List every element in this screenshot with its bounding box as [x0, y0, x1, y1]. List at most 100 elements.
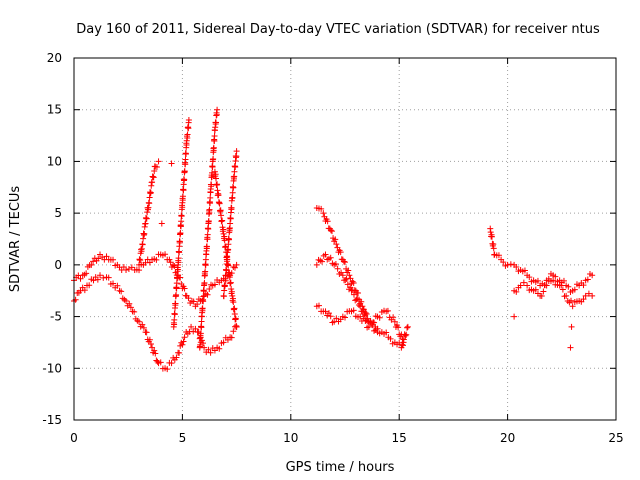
data-point-0-4-1: [100, 274, 107, 281]
data-point-11-8: [563, 292, 570, 299]
data-point-6-4-7: [231, 310, 238, 317]
data-point-0-2-1: [86, 282, 93, 289]
data-point-8-3: [339, 272, 346, 279]
data-point-7-5-3: [349, 278, 356, 285]
data-point-0-10: [136, 318, 143, 325]
y-tick-label-4: 5: [54, 206, 62, 220]
data-point-11-11: [582, 292, 589, 299]
data-point-10-0-4: [488, 233, 495, 240]
data-point-9-8-4: [390, 314, 397, 321]
data-point-11-7-1: [558, 282, 565, 289]
data-point-0-8-3: [127, 304, 134, 311]
data-point-0-23: [220, 339, 227, 346]
data-point-0-18-2: [192, 325, 199, 332]
y-axis-label: SDTVAR / TECUs: [8, 186, 23, 293]
data-point-10-3-1: [507, 261, 514, 268]
data-point-3-4-10: [181, 176, 188, 183]
data-point-7-5-4: [350, 280, 357, 287]
data-point-4-8: [214, 106, 221, 113]
data-point-6-2-7: [223, 249, 230, 256]
data-point-3-5-5: [182, 156, 189, 163]
data-point-3-2-6: [176, 249, 183, 256]
data-point-1-1-2: [83, 270, 90, 277]
data-point-6-4-10: [232, 315, 239, 322]
data-point-0-21: [207, 349, 214, 356]
data-point-11-2: [524, 282, 531, 289]
data-point-4-0-2: [197, 341, 204, 348]
data-point-8-0: [313, 261, 320, 268]
data-point-12-1: [158, 220, 165, 227]
data-point-9-7-1: [376, 314, 383, 321]
data-point-5-5-3: [232, 164, 239, 171]
data-point-2-1-2: [140, 235, 147, 242]
data-point-10-15-1: [584, 276, 591, 283]
data-point-10-4-1: [513, 264, 520, 271]
data-point-2-0-3: [137, 256, 144, 263]
data-point-3-3-8: [178, 213, 185, 220]
data-point-7-6-2: [355, 290, 362, 297]
data-point-0-7-1: [118, 288, 125, 295]
data-point-0-11-4: [146, 336, 153, 343]
data-point-4-0-9: [198, 324, 205, 331]
data-point-11-5: [543, 282, 550, 289]
data-point-6-1-8: [219, 217, 226, 224]
data-point-1-11-4: [171, 262, 178, 269]
data-point-5-3-7: [228, 204, 235, 211]
data-point-9-9: [391, 318, 398, 325]
data-point-10-14-2: [580, 282, 587, 289]
data-point-8-1: [322, 251, 329, 258]
data-point-9-1-2: [325, 310, 332, 317]
data-point-0-1-2: [81, 287, 88, 294]
data-point-1-15-3: [206, 286, 213, 293]
data-point-0-11-1: [143, 329, 150, 336]
data-point-11-1-1: [520, 279, 527, 286]
data-point-7-11-1: [387, 335, 394, 342]
data-point-10-5-2: [521, 267, 528, 274]
data-point-2-3-5: [147, 189, 154, 196]
x-tick-label-0: 0: [70, 431, 78, 445]
data-point-1-6: [123, 267, 130, 274]
data-point-8-7: [374, 329, 381, 336]
data-point-6-3-8: [227, 279, 234, 286]
data-point-0-20-2: [205, 346, 212, 353]
data-point-7-2-1: [327, 227, 334, 234]
data-point-7-1-4: [324, 218, 331, 225]
data-point-1-7-2: [136, 267, 143, 274]
data-point-2-5-1: [153, 163, 160, 170]
data-point-3-3-1: [177, 230, 184, 237]
data-point-0-12: [149, 344, 156, 351]
data-point-4-2-6: [202, 268, 209, 275]
data-point-2-2: [142, 220, 149, 227]
data-point-10-12-1: [565, 283, 572, 290]
x-tick-label-4: 20: [500, 431, 515, 445]
data-point-1-10-2: [162, 251, 169, 258]
data-point-0-17: [181, 334, 188, 341]
data-points: [71, 106, 596, 373]
data-point-3-4-3: [179, 193, 186, 200]
data-point-9-9-3: [395, 324, 402, 331]
y-tick-label-7: 20: [47, 51, 62, 65]
data-point-4-3-8: [204, 231, 211, 238]
y-tick-label-3: 0: [54, 258, 62, 272]
data-point-4-2-2: [201, 279, 208, 286]
data-point-9-1: [322, 308, 329, 315]
data-point-8-4: [348, 287, 355, 294]
data-point-1-6-2: [128, 264, 135, 271]
data-point-11-0-1: [513, 288, 520, 295]
data-point-1-13-4: [190, 298, 197, 305]
data-point-0-8: [123, 298, 130, 305]
data-point-0-4: [97, 272, 104, 279]
data-point-11-6: [550, 277, 557, 284]
data-point-6-4-3: [230, 299, 237, 306]
data-point-1-12-6: [181, 285, 188, 292]
plot-frame: [73, 57, 617, 421]
y-tick-label-1: -10: [42, 361, 62, 375]
data-point-0-6: [110, 280, 117, 287]
data-point-4-3-4: [203, 243, 210, 250]
data-point-1-2-1: [90, 258, 97, 265]
data-point-6-2-10: [224, 254, 231, 261]
data-point-4-1-8: [200, 293, 207, 300]
data-point-11-10-2: [580, 296, 587, 303]
data-point-6-1-4: [217, 207, 224, 214]
